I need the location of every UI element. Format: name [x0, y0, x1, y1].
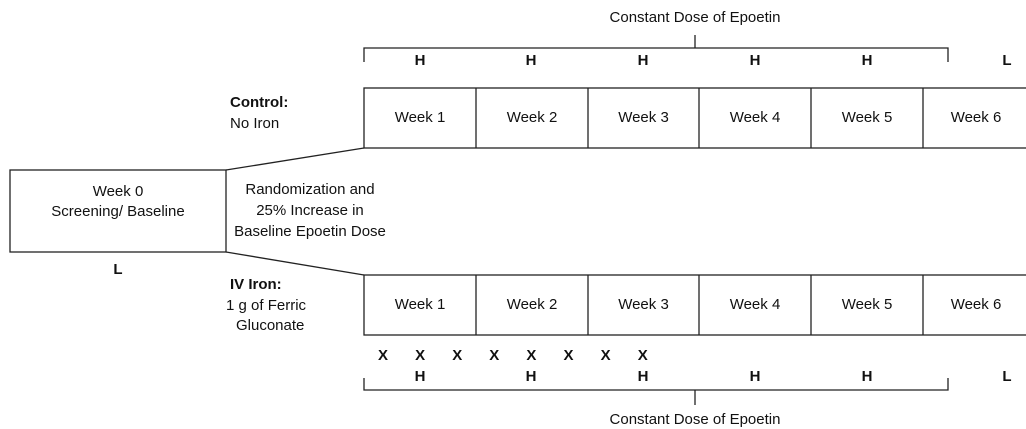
week-row: [363, 87, 1026, 149]
randomization-text: Baseline Epoetin Dose: [234, 223, 386, 240]
week-row: [363, 274, 1026, 336]
branch-line: [225, 251, 365, 276]
dose-label: H: [526, 52, 537, 69]
iron-dose-mark: X: [601, 347, 611, 364]
group-subtitle: 1 g of Ferric: [226, 297, 307, 314]
iron-dose-mark: X: [415, 347, 425, 364]
randomization-text: 25% Increase in: [256, 202, 364, 219]
iron-dose-mark: X: [452, 347, 462, 364]
week-label: Week 3: [618, 109, 669, 126]
iron-dose-mark: X: [489, 347, 499, 364]
group-title: Control:: [230, 94, 288, 111]
dose-label: L: [1002, 368, 1011, 385]
week-label: Week 6: [951, 296, 1002, 313]
top-bracket: [363, 47, 949, 62]
iron-dose-mark: X: [638, 347, 648, 364]
group-subtitle: Gluconate: [236, 317, 304, 334]
bracket-label: Constant Dose of Epoetin: [610, 9, 781, 26]
group-title: IV Iron:: [230, 276, 282, 293]
dose-label: H: [415, 52, 426, 69]
dose-label: L: [113, 261, 122, 278]
baseline-text: Week 0: [93, 183, 144, 200]
iron-dose-mark: X: [526, 347, 536, 364]
week-label: Week 5: [842, 109, 893, 126]
bracket-label: Constant Dose of Epoetin: [610, 411, 781, 428]
dose-label: L: [1002, 52, 1011, 69]
dose-label: H: [638, 52, 649, 69]
dose-label: H: [638, 368, 649, 385]
dose-label: H: [862, 368, 873, 385]
week-label: Week 4: [730, 296, 781, 313]
dose-label: H: [750, 368, 761, 385]
dose-label: H: [415, 368, 426, 385]
week-label: Week 2: [507, 109, 558, 126]
dose-label: H: [526, 368, 537, 385]
branch-line: [225, 147, 365, 171]
dose-label: H: [750, 52, 761, 69]
bottom-bracket: [363, 378, 949, 391]
iron-dose-mark: X: [378, 347, 388, 364]
week-label: Week 2: [507, 296, 558, 313]
group-subtitle: No Iron: [230, 115, 279, 132]
iron-dose-mark: X: [563, 347, 573, 364]
week-label: Week 5: [842, 296, 893, 313]
baseline-text: Screening/ Baseline: [51, 203, 184, 220]
week-label: Week 4: [730, 109, 781, 126]
week-label: Week 6: [951, 109, 1002, 126]
week-label: Week 1: [395, 109, 446, 126]
baseline-box: [9, 169, 227, 253]
randomization-text: Randomization and: [245, 181, 374, 198]
dose-label: H: [862, 52, 873, 69]
week-label: Week 3: [618, 296, 669, 313]
week-label: Week 1: [395, 296, 446, 313]
